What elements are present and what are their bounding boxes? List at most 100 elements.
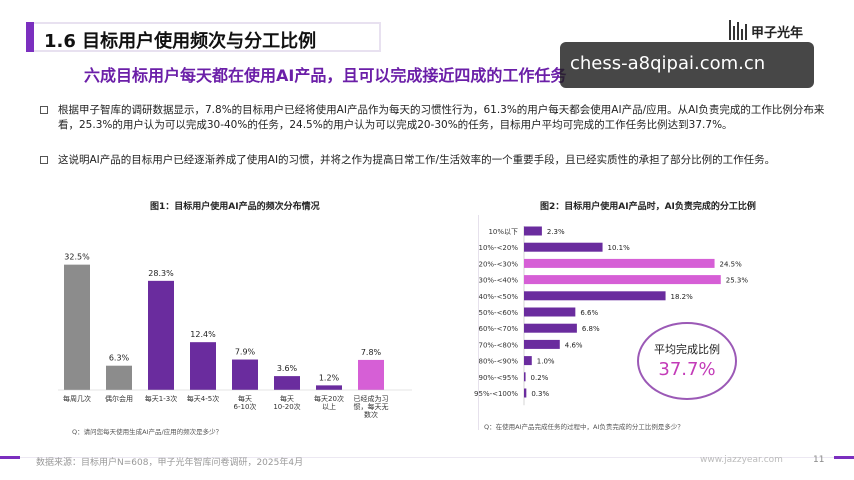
data-label: 32.5% [64,253,90,262]
data-label: 1.2% [319,373,340,382]
chart-1-question: Q：请问您每天使用生成AI产品/应用的频次是多少？ [72,428,223,436]
chart-divider [478,215,479,430]
bar [524,339,560,349]
tick-label-line: 10-20次 [273,402,300,411]
title-bar: 1.6 目标用户使用频次与分工比例 [26,22,381,52]
tick-label-line: 每周几次 [63,394,91,403]
data-label: 6.3% [109,354,130,363]
brand-logo: 甲子光年 [729,18,839,44]
tick-label: 已经成为习惯，每天无数次 [354,394,389,419]
data-label: 6.6% [580,309,598,317]
page-number: 11 [813,455,825,465]
data-label: 24.5% [720,260,743,268]
tick-label-line: 以上 [322,402,336,411]
data-label: 7.8% [361,348,382,357]
tick-label-line: 偶尔会用 [105,394,133,403]
tick-label-line: 数次 [364,410,378,419]
tick-label: 每天 6-10次 [234,394,257,411]
tick-label-line: 每天 [238,394,252,403]
data-label: 18.2% [671,293,694,301]
average-label: 平均完成比例 [654,343,720,356]
data-label: 6.8% [582,325,600,333]
footer-accent-left [0,456,20,459]
bar [524,258,715,268]
bullet-item: 这说明AI产品的目标用户已经逐渐养成了使用AI的习惯，并将之作为提高日常工作/生… [40,153,820,183]
tick-label-line: 每天1-3次 [145,394,177,403]
data-label: 1.0% [537,358,555,366]
category-label: 90%-<95% [478,374,518,382]
bar [524,242,603,252]
bullet-item: 根据甲子智库的调研数据显示，7.8%的目标用户已经将使用AI产品作为每天的习惯性… [40,103,824,148]
data-label: 2.3% [547,228,565,236]
tick-label-line: 已经成为习 [354,394,389,403]
tick-label: 每天4-5次 [187,394,219,403]
data-label: 0.3% [531,390,549,398]
category-label: 20%-<30% [478,260,518,268]
bar [524,291,666,301]
average-callout: 平均完成比例 37.7% [637,322,737,400]
bar [190,342,216,390]
bar [148,280,174,390]
data-label: 7.9% [235,348,256,357]
data-label: 25.3% [726,277,749,285]
tick-label-line: 每天4-5次 [187,394,219,403]
bar [524,275,721,285]
category-label: 10%以下 [488,228,518,236]
chart-1-title: 图1：目标用户使用AI产品的频次分布情况 [150,202,320,212]
bar [524,372,526,382]
website-url: www.jazzyear.com [700,455,783,465]
logo-icon [729,20,747,40]
average-value: 37.7% [658,359,716,380]
bar [274,376,300,390]
category-label: 60%-<70% [478,325,518,333]
subtitle: 六成目标用户每天都在使用AI产品，且可以完成接近四成的工作任务 [84,66,567,85]
tick-label-line: 6-10次 [234,402,257,411]
watermark-overlay: chess-a8qipai.com.cn [560,42,814,88]
data-label: 12.4% [190,330,216,339]
tick-label: 每天 10-20次 [273,394,300,411]
data-label: 4.6% [565,341,583,349]
data-label: 3.6% [277,364,298,373]
frequency-bar-chart: 32.5% 每周几次 6.3% 偶尔会用 28.3% 每天1-3次 12.4% 每天4-5次 7… [58,253,412,419]
bar [106,365,132,390]
tick-label: 每天20次以上 [314,394,344,411]
category-label: 80%-<90% [478,358,518,366]
tick-label-line: 每天 [280,394,294,403]
bar [524,356,532,366]
tick-label: 每天1-3次 [145,394,177,403]
watermark-text: chess-a8qipai.com.cn [570,53,766,74]
tick-label: 偶尔会用 [105,394,133,403]
data-source: 数据来源：目标用户N=608，甲子光年智库问卷调研，2025年4月 [36,458,304,468]
bar [524,226,542,236]
tick-label-line: 每天20次 [314,394,344,403]
footer-accent-right [834,456,854,459]
category-label: 10%-<20% [478,244,518,252]
logo-text: 甲子光年 [751,26,804,41]
bullet-text: 根据甲子智库的调研数据显示，7.8%的目标用户已经将使用AI产品作为每天的习惯性… [58,104,825,131]
bar [316,385,342,390]
bar [64,264,90,390]
bar [524,388,527,398]
category-label: 70%-<80% [478,341,518,349]
page-title: 1.6 目标用户使用频次与分工比例 [44,31,317,52]
bullet-text: 这说明AI产品的目标用户已经逐渐养成了使用AI的习惯，并将之作为提高日常工作/生… [58,154,776,166]
category-label: 40%-<50% [478,293,518,301]
category-label: 30%-<40% [478,277,518,285]
bar [358,359,384,390]
bar [232,359,258,390]
category-label: 95%-<100% [474,390,518,398]
bullet-square-icon [40,106,48,114]
data-label: 0.2% [531,374,549,382]
footer-divider [0,457,854,458]
tick-label: 每周几次 [63,394,91,403]
bullet-square-icon [40,156,48,164]
bar [524,323,577,333]
data-label: 28.3% [148,269,174,278]
tick-label-line: 惯，每天无 [354,402,389,411]
bar [524,307,576,317]
chart-2-question: Q：在使用AI产品完成任务的过程中，AI负责完成的分工比例是多少？ [484,423,684,431]
share-bar-chart: 10%以下 2.3% 10%-<20% 10.1% 20%-<30% 24.5% 30%-<… [474,226,749,406]
chart-2-title: 图2：目标用户使用AI产品时，AI负责完成的分工比例 [540,202,756,212]
category-label: 50%-<60% [478,309,518,317]
